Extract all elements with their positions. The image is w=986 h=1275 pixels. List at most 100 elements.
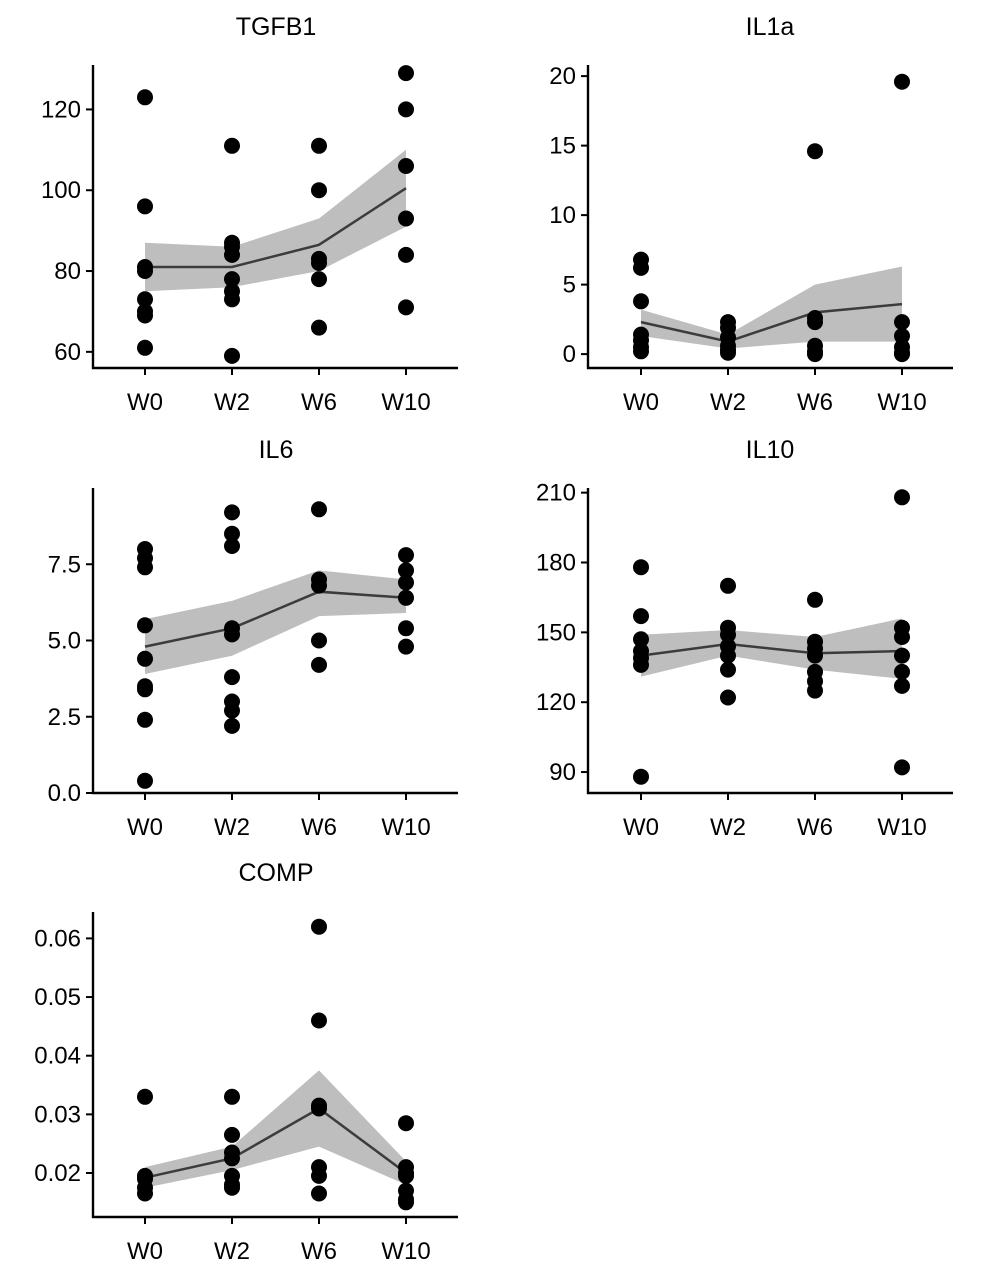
y-tick-label: 100 bbox=[41, 177, 81, 204]
panel-il6: 0.0 2.5 5.0 7.5 W0 W2 W6 W10 IL6 bbox=[48, 436, 458, 841]
data-point bbox=[224, 626, 240, 643]
confidence-band bbox=[145, 570, 406, 674]
y-tick-label: 0.02 bbox=[34, 1160, 81, 1187]
data-point bbox=[398, 638, 414, 655]
x-tick-label: W0 bbox=[623, 814, 659, 841]
data-point bbox=[398, 589, 414, 606]
data-point bbox=[633, 656, 649, 673]
mean-line bbox=[145, 187, 407, 269]
data-point bbox=[224, 669, 240, 686]
data-point bbox=[137, 1185, 153, 1202]
panel-il10: 90 120 150 180 210 W0 W2 W6 W10 IL10 bbox=[536, 436, 953, 841]
data-point bbox=[311, 137, 327, 154]
data-point bbox=[224, 717, 240, 734]
data-point bbox=[398, 65, 414, 82]
data-point bbox=[311, 1167, 327, 1184]
data-point bbox=[311, 577, 327, 594]
data-point bbox=[633, 768, 649, 785]
y-tick-label: 5.0 bbox=[48, 628, 81, 655]
data-point bbox=[894, 328, 910, 344]
y-tick-label: 60 bbox=[54, 339, 81, 366]
data-point bbox=[720, 626, 736, 643]
data-point bbox=[311, 1012, 327, 1029]
y-tick-label: 210 bbox=[536, 480, 576, 507]
data-point bbox=[894, 73, 910, 90]
data-point bbox=[398, 562, 414, 579]
data-point bbox=[311, 319, 327, 336]
data-point bbox=[807, 591, 823, 608]
x-tick-label: W10 bbox=[877, 389, 926, 416]
mean-line bbox=[144, 1107, 407, 1179]
data-point bbox=[398, 101, 414, 118]
data-point bbox=[137, 711, 153, 728]
data-point bbox=[137, 772, 153, 789]
data-point bbox=[398, 299, 414, 316]
x-tick-label: W10 bbox=[381, 1238, 430, 1265]
y-tick-label: 120 bbox=[41, 96, 81, 123]
data-point bbox=[224, 504, 240, 521]
data-point bbox=[224, 525, 240, 542]
x-tick-label: W0 bbox=[127, 1238, 163, 1265]
panel-title: IL6 bbox=[259, 436, 294, 464]
panel-il1a: 0 5 10 15 20 W0 W2 W6 W10 IL1a bbox=[549, 13, 953, 416]
x-tick-label: W6 bbox=[301, 1238, 337, 1265]
data-point bbox=[807, 143, 823, 160]
data-point bbox=[311, 1100, 327, 1117]
data-point bbox=[633, 631, 649, 648]
data-point bbox=[224, 1088, 240, 1105]
data-point bbox=[311, 918, 327, 935]
data-point bbox=[894, 629, 910, 645]
y-tick-label: 0.06 bbox=[34, 925, 81, 952]
data-point bbox=[224, 1150, 240, 1167]
data-point bbox=[224, 291, 240, 308]
y-tick-label: 0.0 bbox=[48, 780, 81, 807]
data-point bbox=[894, 346, 910, 363]
y-tick-label: 0.04 bbox=[34, 1043, 81, 1070]
data-point bbox=[398, 246, 414, 263]
confidence-band bbox=[145, 149, 406, 292]
data-point bbox=[720, 661, 736, 678]
confidence-band bbox=[641, 266, 902, 349]
data-point bbox=[807, 346, 823, 363]
y-tick-label: 7.5 bbox=[48, 551, 81, 578]
y-tick-label: 2.5 bbox=[48, 704, 81, 731]
data-point bbox=[224, 347, 240, 364]
data-point bbox=[398, 1194, 414, 1211]
data-point bbox=[894, 663, 910, 680]
data-point bbox=[137, 1088, 153, 1105]
data-point bbox=[137, 681, 153, 698]
x-tick-label: W0 bbox=[127, 389, 163, 416]
y-tick-label: 0.03 bbox=[34, 1101, 81, 1128]
panel-comp: 0.02 0.03 0.04 0.05 0.06 W0 W2 W6 W10 COMP bbox=[34, 859, 458, 1265]
x-tick-label: W6 bbox=[301, 389, 337, 416]
data-point bbox=[137, 263, 153, 279]
data-point bbox=[311, 1185, 327, 1202]
data-point bbox=[224, 1179, 240, 1196]
mean-line bbox=[144, 590, 407, 648]
x-tick-label: W2 bbox=[214, 814, 250, 841]
data-point bbox=[633, 608, 649, 625]
data-point bbox=[137, 198, 153, 215]
data-point bbox=[224, 1126, 240, 1143]
data-point bbox=[807, 314, 823, 331]
data-point bbox=[894, 759, 910, 776]
y-tick-label: 20 bbox=[549, 63, 576, 90]
data-point bbox=[224, 538, 240, 554]
y-tick-label: 80 bbox=[54, 258, 81, 285]
x-tick-label: W10 bbox=[381, 814, 430, 841]
x-tick-label: W6 bbox=[797, 389, 833, 416]
x-tick-label: W0 bbox=[127, 814, 163, 841]
data-point bbox=[633, 293, 649, 310]
y-tick-label: 90 bbox=[549, 759, 576, 786]
x-tick-label: W6 bbox=[797, 814, 833, 841]
y-tick-label: 15 bbox=[549, 133, 576, 160]
x-tick-label: W0 bbox=[623, 389, 659, 416]
data-point bbox=[633, 259, 649, 276]
y-tick-label: 150 bbox=[536, 619, 576, 646]
data-point bbox=[894, 677, 910, 694]
x-tick-label: W6 bbox=[301, 814, 337, 841]
data-point bbox=[137, 339, 153, 356]
data-point bbox=[720, 344, 736, 361]
y-tick-label: 10 bbox=[549, 202, 576, 229]
